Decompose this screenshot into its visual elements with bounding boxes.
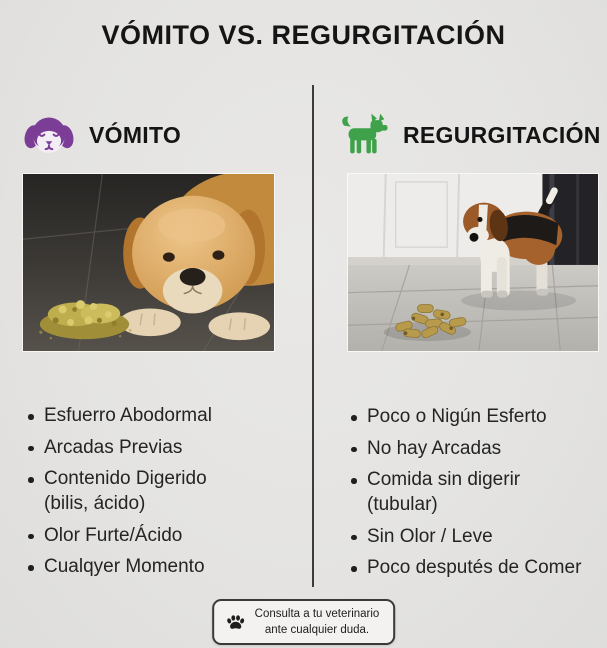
- list-item: Olor Furte/Ácido: [27, 524, 307, 549]
- vomit-pile: [39, 300, 132, 340]
- vomito-photo-illustration: [23, 174, 274, 351]
- list-item: Sin Olor / Leve: [350, 525, 600, 550]
- regurgitacion-photo: [347, 173, 599, 352]
- list-item: Esfuerro Abodormal: [27, 404, 307, 429]
- regurgitacion-bullet-list: Poco o Nigún Esferto No hay Arcadas Comi…: [350, 405, 600, 588]
- vet-advice-text: Consulta a tu veterinario ante cualquier…: [254, 608, 380, 637]
- dog-standing-icon: [342, 113, 388, 154]
- regurgitacion-photo-illustration: [348, 174, 598, 351]
- list-item: Poco o Nigún Esferto: [350, 405, 600, 430]
- list-item: Arcadas Previas: [27, 436, 307, 461]
- page-title: VÓMITO VS. REGURGITACIÓN: [101, 20, 506, 50]
- paw-icon: [226, 614, 244, 629]
- vomito-bullet-list: Esfuerro Abodormal Arcadas Previas Conte…: [27, 404, 307, 587]
- regurgitacion-heading: REGURGITACIÓN: [403, 122, 601, 148]
- vomito-header: VÓMITO: [24, 112, 181, 158]
- dog-face-icon: [24, 117, 74, 153]
- list-item: No hay Arcadas: [350, 437, 600, 462]
- list-item: Cualqyer Momento: [27, 555, 307, 580]
- regurgitacion-header: REGURGITACIÓN: [338, 112, 601, 159]
- vet-advice-badge: Consulta a tu veterinario ante cualquier…: [211, 599, 396, 646]
- list-item: Comida sin digerir (tubular): [350, 468, 600, 517]
- vomito-heading: VÓMITO: [89, 121, 182, 148]
- vomito-photo: [22, 173, 275, 352]
- column-divider: [312, 85, 314, 587]
- beagle-dog: [463, 187, 563, 298]
- regurgitated-food-pile: [383, 304, 472, 342]
- list-item: Poco desputés de Comer: [350, 556, 600, 581]
- list-item: Contenido Digerido (bilis, ácido): [27, 467, 307, 516]
